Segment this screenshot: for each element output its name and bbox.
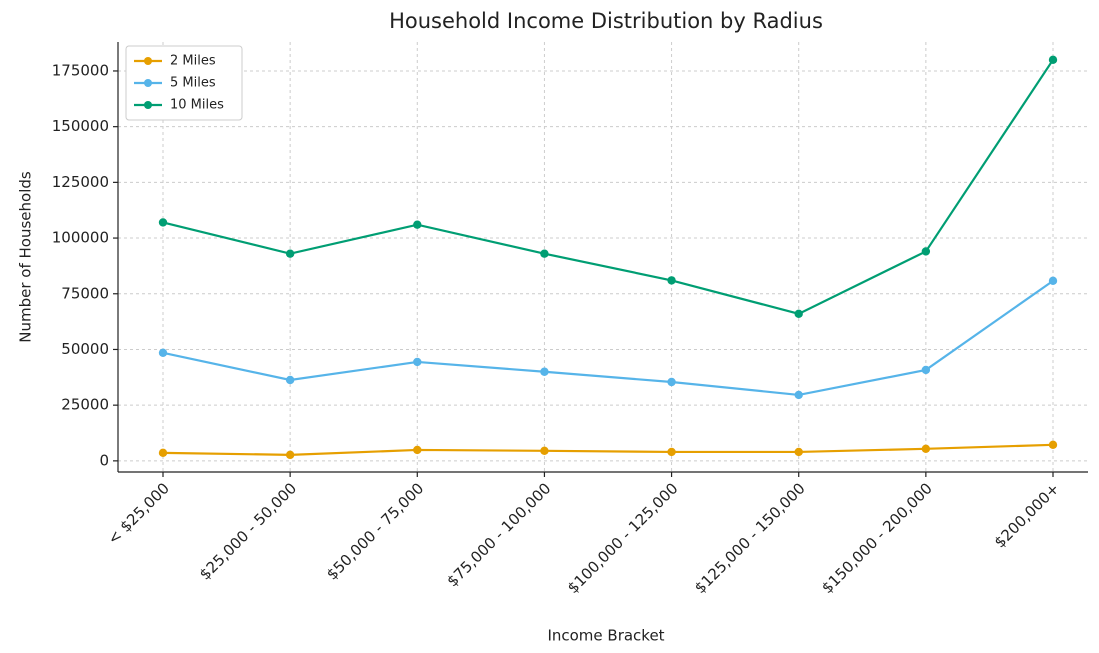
legend: 2 Miles 5 Miles 10 Miles	[125, 45, 243, 121]
x-tick-label: < $25,000	[104, 479, 173, 548]
legend-label: 2 Miles	[170, 54, 216, 69]
legend-marker	[144, 79, 152, 87]
data-point	[921, 247, 931, 256]
data-point	[667, 447, 676, 457]
x-tick-label: $150,000 - 200,000	[818, 479, 936, 597]
data-point	[158, 448, 168, 458]
legend-marker	[144, 57, 152, 65]
data-point	[1048, 440, 1058, 450]
x-tick-label: $200,000+	[991, 479, 1063, 551]
series-line	[162, 59, 1054, 315]
data-point	[794, 390, 803, 400]
data-point	[540, 367, 549, 376]
y-tick-label: 75000	[61, 284, 109, 302]
series-line	[162, 279, 1054, 397]
data-point	[540, 446, 549, 456]
data-point	[413, 445, 422, 455]
data-point	[667, 276, 676, 285]
data-point	[158, 218, 168, 227]
x-tick-label: $50,000 - 75,000	[323, 479, 427, 583]
legend-label: 5 Miles	[170, 76, 216, 91]
x-tick-label: $100,000 - 125,000	[564, 479, 682, 597]
data-point	[794, 447, 803, 457]
data-point	[1048, 276, 1058, 286]
x-tick-label: $125,000 - 150,000	[691, 479, 809, 597]
data-point	[794, 309, 803, 319]
x-tick-label: $75,000 - 100,000	[443, 479, 554, 590]
data-point	[285, 375, 295, 385]
data-point	[285, 249, 295, 258]
y-axis-label: Number of Households	[17, 171, 35, 343]
x-axis-label: Income Bracket	[547, 627, 664, 645]
legend-label: 10 Miles	[170, 98, 224, 113]
data-point	[921, 365, 931, 375]
y-tick-label: 50000	[61, 340, 109, 358]
series-line	[162, 443, 1054, 456]
x-tick-label: $25,000 - 50,000	[196, 479, 300, 583]
y-tick-label: 0	[99, 451, 109, 469]
y-tick-label: 100000	[52, 229, 109, 247]
data-point	[285, 450, 295, 460]
y-tick-label: 150000	[52, 117, 109, 135]
data-point	[158, 348, 168, 358]
y-tick-label: 25000	[61, 396, 109, 414]
y-tick-label: 125000	[52, 173, 109, 191]
chart-title: Household Income Distribution by Radius	[389, 9, 823, 33]
data-point	[413, 357, 422, 367]
data-point	[540, 249, 549, 258]
legend-marker	[144, 101, 152, 109]
legend-box	[125, 45, 243, 121]
data-point	[921, 444, 931, 454]
data-point	[1048, 55, 1058, 65]
data-point	[413, 220, 422, 229]
y-tick-label: 175000	[52, 61, 109, 79]
data-point	[667, 377, 676, 387]
